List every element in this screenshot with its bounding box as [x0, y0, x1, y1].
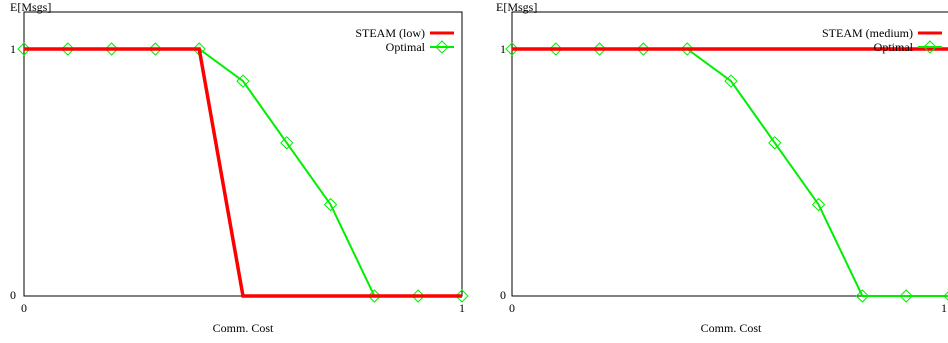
data-point-optimal-left: [323, 197, 338, 212]
y-axis-label-right: E[Msgs]: [496, 0, 537, 14]
series-line-optimal-left: [24, 48, 462, 297]
x-tick-label-start-left: 0: [21, 301, 27, 315]
series-group-right: [505, 42, 948, 303]
x-axis-label-right: Comm. Cost: [701, 321, 762, 335]
legend-left: STEAM (low) Optimal: [355, 26, 454, 54]
series-line-steam-low-left: [24, 47, 462, 298]
x-axis-label-left: Comm. Cost: [213, 321, 274, 335]
legend-marker-optimal-left: [435, 40, 449, 54]
chart-right: E[Msgs] Comm. Cost 1 0 0 1 STEAM (medium…: [496, 0, 948, 335]
data-point-optimal-right: [636, 42, 651, 56]
y-tick-label-top-left: 1: [10, 42, 16, 56]
data-point-optimal-left: [455, 289, 469, 303]
x-tick-label-end-right: 1: [941, 301, 947, 315]
data-point-optimal-right: [549, 42, 563, 56]
y-axis-label-left: E[Msgs]: [10, 0, 51, 14]
data-point-optimal-left: [280, 136, 294, 150]
chart-left: E[Msgs] Comm. Cost 1 0 0 1 STEAM (low) O…: [10, 0, 469, 335]
legend-marker-optimal-right: [923, 40, 937, 54]
legend-label-optimal-left: Optimal: [386, 40, 426, 54]
data-point-optimal-right: [768, 136, 782, 150]
data-point-optimal-right: [592, 42, 607, 56]
legend-label-optimal-right: Optimal: [874, 40, 914, 54]
data-point-optimal-left: [104, 42, 119, 56]
y-tick-label-bottom-left: 0: [10, 288, 16, 302]
y-tick-label-bottom-right: 0: [500, 288, 506, 302]
data-point-optimal-right: [811, 197, 826, 212]
plot-frame-right: [511, 11, 948, 297]
x-tick-label-end-left: 1: [459, 301, 465, 315]
y-tick-label-top-right: 1: [500, 42, 506, 56]
x-tick-label-start-right: 0: [509, 301, 515, 315]
data-point-optimal-right: [855, 289, 870, 303]
legend-label-steam-medium: STEAM (medium): [822, 26, 913, 40]
data-point-optimal-right: [505, 42, 519, 56]
legend-label-steam-low: STEAM (low): [355, 26, 425, 40]
data-point-optimal-right: [724, 74, 738, 88]
data-point-optimal-left: [17, 42, 31, 56]
series-group-left: [17, 42, 469, 303]
data-point-optimal-left: [367, 289, 382, 303]
data-point-optimal-left: [61, 42, 75, 56]
data-point-optimal-right: [680, 42, 694, 56]
data-point-optimal-right: [899, 289, 913, 303]
data-point-optimal-left: [411, 289, 425, 303]
data-point-optimal-right: [943, 291, 948, 301]
plot-frame-left: [23, 11, 463, 297]
data-point-optimal-left: [148, 42, 163, 56]
data-point-optimal-left: [236, 74, 250, 88]
legend-right: STEAM (medium) Optimal: [822, 26, 942, 54]
